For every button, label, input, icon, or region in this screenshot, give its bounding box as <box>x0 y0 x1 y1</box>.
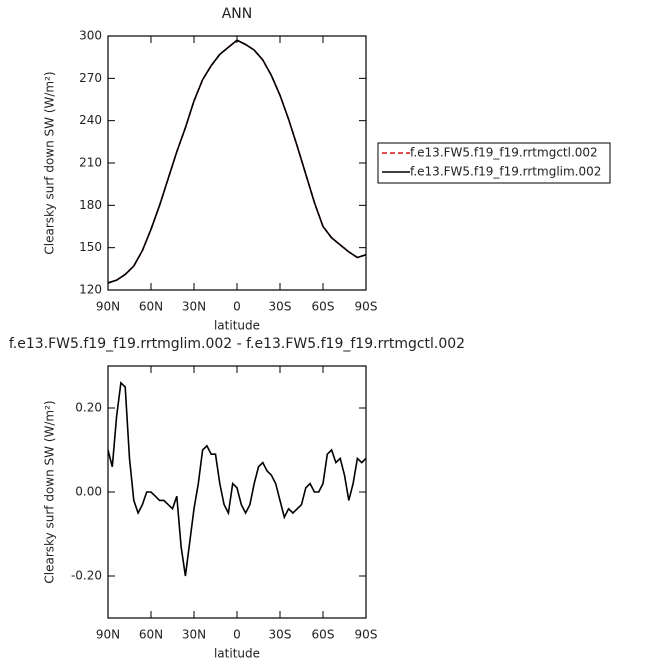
x-axis-label: latitude <box>214 647 260 661</box>
x-tick-label: 60S <box>312 628 335 642</box>
x-tick-label: 90S <box>355 628 378 642</box>
chart-title: ANN <box>222 6 253 22</box>
y-axis-label: Clearsky surf down SW (W/m²) <box>43 400 57 583</box>
x-tick-label: 60N <box>139 628 163 642</box>
y-tick-label: 150 <box>79 240 102 254</box>
plot-frame <box>107 365 367 619</box>
y-tick-label: 0.20 <box>75 401 102 415</box>
chart-title: f.e13.FW5.f19_f19.rrtmglim.002 - f.e13.F… <box>9 336 465 352</box>
data-line <box>107 381 367 577</box>
x-axis-label: latitude <box>214 319 260 333</box>
x-tick-label: 30N <box>182 300 206 314</box>
y-tick-label: 300 <box>79 29 102 43</box>
data-line <box>107 39 367 284</box>
y-tick-label: 120 <box>79 283 102 297</box>
x-tick-label: 0 <box>233 628 241 642</box>
x-tick-label: 60S <box>312 300 335 314</box>
x-tick-label: 0 <box>233 300 241 314</box>
y-tick-label: 0.00 <box>75 485 102 499</box>
legend-label: f.e13.FW5.f19_f19.rrtmglim.002 <box>410 165 601 179</box>
legend-label: f.e13.FW5.f19_f19.rrtmgctl.002 <box>410 146 598 160</box>
x-tick-label: 90N <box>96 300 120 314</box>
x-tick-label: 90N <box>96 628 120 642</box>
x-tick-label: 30S <box>269 628 292 642</box>
x-tick-label: 60N <box>139 300 163 314</box>
y-tick-label: 240 <box>79 113 102 127</box>
x-tick-label: 90S <box>355 300 378 314</box>
data-line <box>107 39 367 284</box>
plot-frame <box>107 35 367 291</box>
y-axis-label: Clearsky surf down SW (W/m²) <box>43 71 57 254</box>
x-tick-label: 30N <box>182 628 206 642</box>
y-tick-label: -0.20 <box>71 569 102 583</box>
y-tick-label: 180 <box>79 198 102 212</box>
y-tick-label: 210 <box>79 156 102 170</box>
y-tick-label: 270 <box>79 71 102 85</box>
x-tick-label: 30S <box>269 300 292 314</box>
legend-box <box>377 142 611 184</box>
